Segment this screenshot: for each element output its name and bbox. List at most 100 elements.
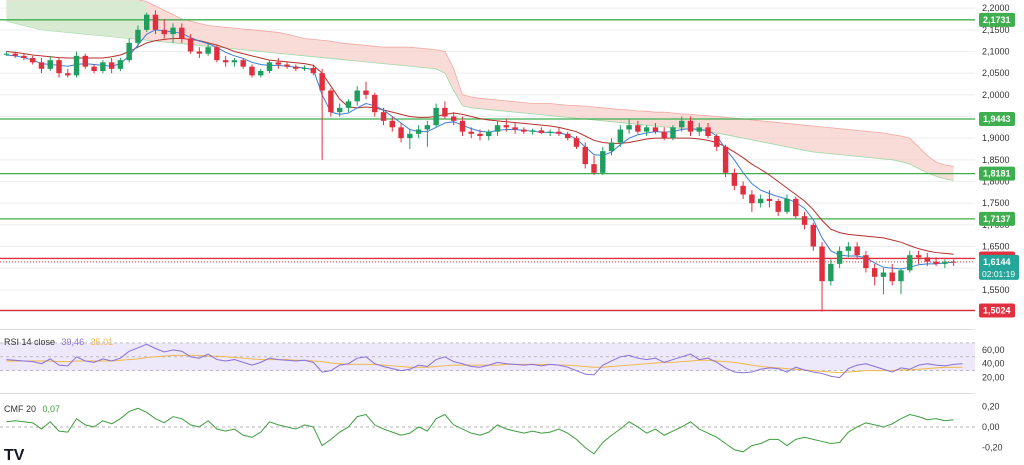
candle-body[interactable] — [3, 53, 10, 55]
candle[interactable] — [65, 68, 71, 78]
candle[interactable] — [907, 250, 913, 273]
candle-body[interactable] — [477, 133, 483, 136]
candle[interactable] — [56, 58, 62, 78]
candle[interactable] — [950, 259, 957, 267]
candle-body[interactable] — [924, 257, 931, 262]
candles[interactable] — [3, 10, 957, 312]
candle-body[interactable] — [187, 38, 194, 52]
candle[interactable] — [591, 155, 597, 176]
candle[interactable] — [582, 142, 588, 169]
candle-body[interactable] — [942, 261, 948, 264]
candle[interactable] — [143, 12, 150, 33]
candle[interactable] — [415, 125, 422, 139]
candle[interactable] — [494, 120, 501, 136]
candle[interactable] — [766, 190, 773, 208]
candle-body[interactable] — [757, 198, 764, 204]
candle[interactable] — [556, 127, 562, 136]
candle-body[interactable] — [801, 216, 808, 225]
candle[interactable] — [714, 133, 720, 152]
candle[interactable] — [380, 107, 387, 126]
candle[interactable] — [222, 55, 229, 67]
candle-body[interactable] — [591, 164, 597, 173]
candle[interactable] — [521, 127, 527, 134]
candle-body[interactable] — [871, 268, 878, 277]
candle[interactable] — [214, 45, 220, 63]
candle[interactable] — [854, 242, 860, 260]
candle[interactable] — [152, 10, 159, 35]
candle-body[interactable] — [714, 136, 720, 147]
candle-body[interactable] — [459, 120, 466, 132]
candle-body[interactable] — [170, 27, 176, 35]
candle-body[interactable] — [310, 67, 317, 74]
candle[interactable] — [871, 263, 878, 286]
candle-body[interactable] — [442, 107, 448, 117]
candle-body[interactable] — [363, 90, 369, 95]
candle-body[interactable] — [82, 55, 89, 67]
candle-body[interactable] — [91, 66, 97, 71]
candle-body[interactable] — [600, 151, 606, 173]
candle-body[interactable] — [284, 64, 290, 67]
candle[interactable] — [468, 127, 474, 139]
candle[interactable] — [108, 58, 115, 74]
candle[interactable] — [249, 64, 255, 78]
candle-body[interactable] — [529, 130, 536, 132]
candle-body[interactable] — [915, 255, 922, 258]
candle-body[interactable] — [12, 53, 18, 56]
candle[interactable] — [389, 116, 396, 132]
candle-body[interactable] — [784, 198, 790, 212]
candle[interactable] — [889, 263, 895, 286]
candle-body[interactable] — [907, 255, 913, 271]
candle-body[interactable] — [161, 29, 167, 35]
candle-body[interactable] — [863, 255, 869, 269]
candle-body[interactable] — [652, 127, 659, 132]
candle-body[interactable] — [328, 90, 334, 113]
candle-body[interactable] — [205, 47, 211, 54]
candle-body[interactable] — [108, 62, 115, 69]
candle[interactable] — [836, 246, 843, 269]
candle-body[interactable] — [65, 73, 71, 76]
candle[interactable] — [775, 198, 781, 217]
candle-body[interactable] — [389, 120, 396, 128]
candle-body[interactable] — [828, 263, 834, 282]
candle-body[interactable] — [73, 55, 80, 76]
candle[interactable] — [12, 51, 18, 59]
candle[interactable] — [3, 51, 10, 56]
candle[interactable] — [205, 42, 211, 56]
candle-body[interactable] — [679, 120, 685, 128]
candle-body[interactable] — [854, 246, 860, 256]
candle[interactable] — [880, 268, 887, 295]
candle-body[interactable] — [608, 142, 615, 152]
candle-body[interactable] — [301, 67, 308, 69]
candle-body[interactable] — [933, 261, 939, 264]
candle-body[interactable] — [231, 60, 238, 63]
candle[interactable] — [310, 64, 317, 76]
candle-body[interactable] — [731, 172, 738, 186]
candle[interactable] — [240, 58, 246, 69]
candle-body[interactable] — [398, 127, 404, 139]
candle[interactable] — [749, 190, 755, 212]
candle[interactable] — [529, 128, 536, 135]
candle[interactable] — [126, 38, 132, 63]
candle[interactable] — [652, 123, 659, 134]
candle-body[interactable] — [21, 55, 27, 58]
candle[interactable] — [407, 129, 413, 150]
candle-body[interactable] — [415, 129, 422, 134]
candle-body[interactable] — [468, 131, 474, 134]
candle-body[interactable] — [626, 125, 632, 130]
candle-body[interactable] — [705, 127, 711, 136]
candle[interactable] — [810, 222, 817, 251]
candle-body[interactable] — [670, 127, 676, 139]
candle-body[interactable] — [117, 60, 124, 69]
candle-body[interactable] — [266, 62, 273, 71]
candle[interactable] — [547, 129, 553, 137]
candle[interactable] — [626, 118, 632, 134]
candle[interactable] — [679, 116, 685, 132]
candle-body[interactable] — [661, 131, 667, 139]
candle[interactable] — [187, 34, 194, 54]
candle[interactable] — [942, 259, 948, 269]
candle[interactable] — [828, 259, 834, 286]
candle[interactable] — [661, 127, 667, 141]
candle[interactable] — [722, 144, 729, 178]
